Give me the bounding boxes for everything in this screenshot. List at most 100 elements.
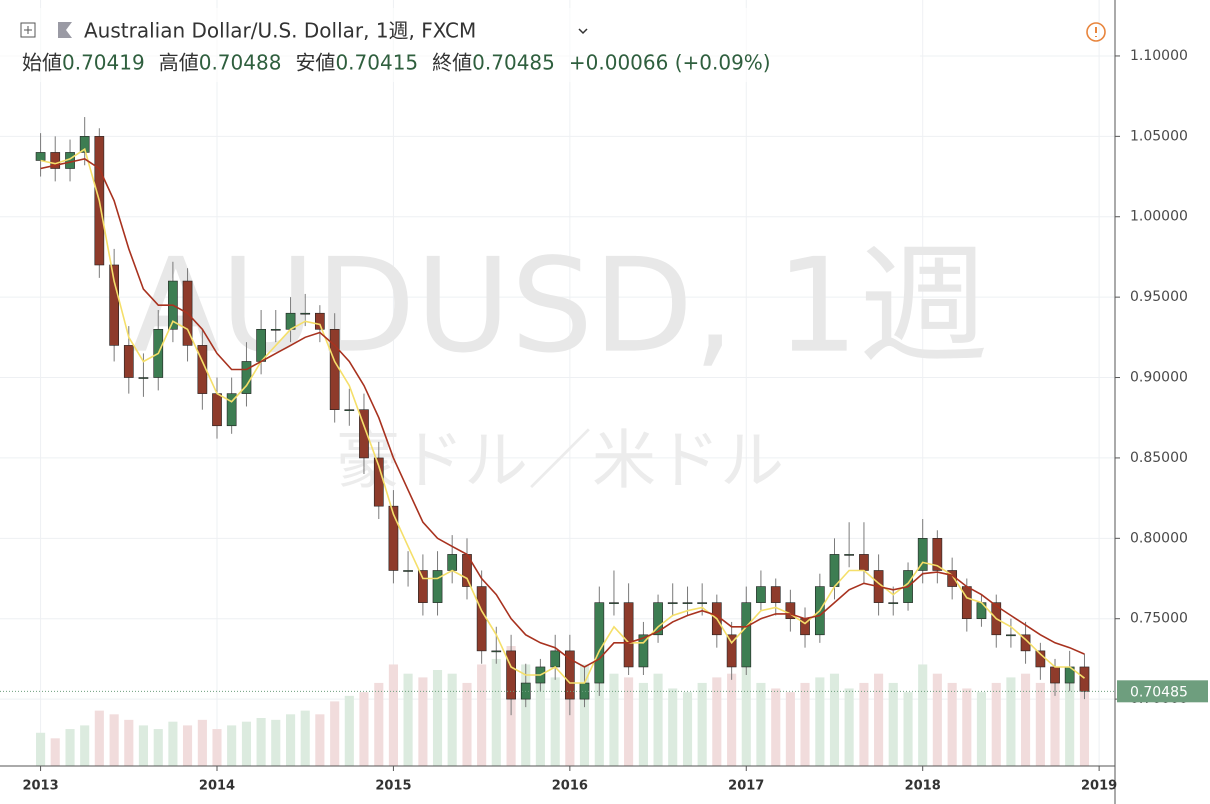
x-tick-label: 2013 — [22, 779, 58, 794]
candle-body — [564, 650, 575, 700]
candle-body — [638, 634, 649, 668]
x-tick-label: 2017 — [728, 779, 764, 794]
last-price-box — [1117, 680, 1208, 703]
candle-body — [506, 650, 516, 700]
ohlc-label: 始値 — [22, 51, 62, 75]
candle-body — [1006, 634, 1016, 637]
volume-bar — [330, 701, 340, 766]
volume-bar — [300, 710, 310, 766]
volume-bar — [65, 729, 75, 766]
volume-bar — [903, 692, 913, 766]
volume-bar — [535, 673, 545, 766]
volume-bar — [668, 688, 678, 766]
volume-bar — [227, 725, 237, 766]
candle-body — [138, 377, 149, 379]
volume-bar — [888, 682, 898, 766]
candle-body — [579, 682, 590, 700]
candle-body — [403, 570, 413, 572]
volume-bar — [579, 664, 590, 766]
alert-icon[interactable] — [1086, 22, 1106, 42]
candle-body — [550, 650, 561, 668]
candle-body — [123, 345, 134, 378]
candle-body — [932, 538, 943, 571]
volume-bar — [447, 673, 457, 766]
candle-body — [197, 345, 208, 394]
volume-bar — [785, 692, 795, 766]
volume-bar — [359, 692, 369, 766]
volume-bar — [168, 721, 178, 766]
candle-body — [829, 554, 840, 587]
volume-bar — [800, 682, 810, 766]
volume-bar — [653, 673, 663, 766]
volume-bar — [197, 719, 207, 766]
volume-bar — [771, 688, 781, 766]
candle-body — [785, 602, 796, 620]
candle-body — [314, 312, 325, 330]
candle-body — [447, 554, 458, 571]
candle-body — [256, 328, 266, 362]
candle-body — [1050, 666, 1060, 684]
volume-bar — [1035, 682, 1045, 766]
volume-bar — [991, 682, 1001, 766]
expand-icon[interactable] — [20, 22, 36, 38]
candle-body — [491, 650, 502, 653]
volume-bar — [1006, 677, 1016, 766]
volume-bar — [697, 682, 707, 766]
volume-bar — [741, 664, 751, 766]
candle-body — [79, 136, 90, 153]
candle-body — [859, 554, 869, 571]
candle-body — [50, 152, 61, 169]
volume-bar — [432, 670, 443, 766]
moving-average — [40, 158, 1085, 668]
last-price-label: 0.70485 — [1130, 684, 1188, 700]
y-tick-label: 0.90000 — [1130, 370, 1188, 386]
candle-body — [432, 570, 443, 603]
candle-body — [35, 152, 46, 161]
candle-body — [756, 586, 766, 603]
y-tick-label: 0.85000 — [1130, 450, 1188, 466]
volume-bar — [756, 682, 766, 766]
volume-bar — [374, 682, 384, 766]
candle-body — [844, 554, 854, 556]
volume-bar — [874, 673, 884, 766]
volume-bar — [344, 695, 354, 766]
volume-bar — [727, 673, 737, 766]
y-tick-label: 0.80000 — [1130, 530, 1188, 546]
x-tick-label: 2019 — [1081, 779, 1117, 794]
candle-body — [388, 505, 399, 571]
candle-body — [226, 393, 237, 427]
candle-body — [109, 264, 120, 346]
moving-average — [40, 147, 1085, 684]
volume-bar — [932, 673, 942, 766]
ohlc-label: 高値 — [159, 51, 199, 75]
candle-body — [667, 602, 678, 604]
candle-body — [329, 328, 340, 410]
volume-bar — [418, 677, 428, 766]
dropdown[interactable] — [578, 28, 588, 35]
candle-body — [682, 602, 693, 604]
candle-body — [270, 328, 281, 331]
volume-bar — [388, 664, 398, 766]
candle-body — [300, 312, 311, 315]
ohlc-value: 0.70488 — [199, 51, 282, 75]
volume-bar — [594, 670, 604, 766]
volume-bar — [109, 714, 119, 766]
volume-bar — [1050, 677, 1060, 766]
candle-body — [888, 602, 899, 604]
volume-bar — [859, 682, 869, 766]
volume-bar — [918, 664, 928, 766]
ohlc-label: 安値 — [295, 51, 335, 75]
volume-bar — [124, 719, 134, 766]
candle-body — [418, 570, 428, 603]
symbol-icon — [58, 22, 72, 38]
axes: 0.700000.750000.800000.850000.900000.950… — [22, 48, 1208, 794]
legend-bg — [0, 8, 920, 82]
volume-bar — [638, 682, 648, 766]
volume-bar — [815, 677, 825, 766]
candle-body — [623, 602, 634, 668]
ohlc-label: 終値 — [432, 51, 472, 75]
candle-body — [212, 393, 222, 427]
volume-bar — [241, 721, 252, 766]
volume-bar — [36, 732, 46, 766]
